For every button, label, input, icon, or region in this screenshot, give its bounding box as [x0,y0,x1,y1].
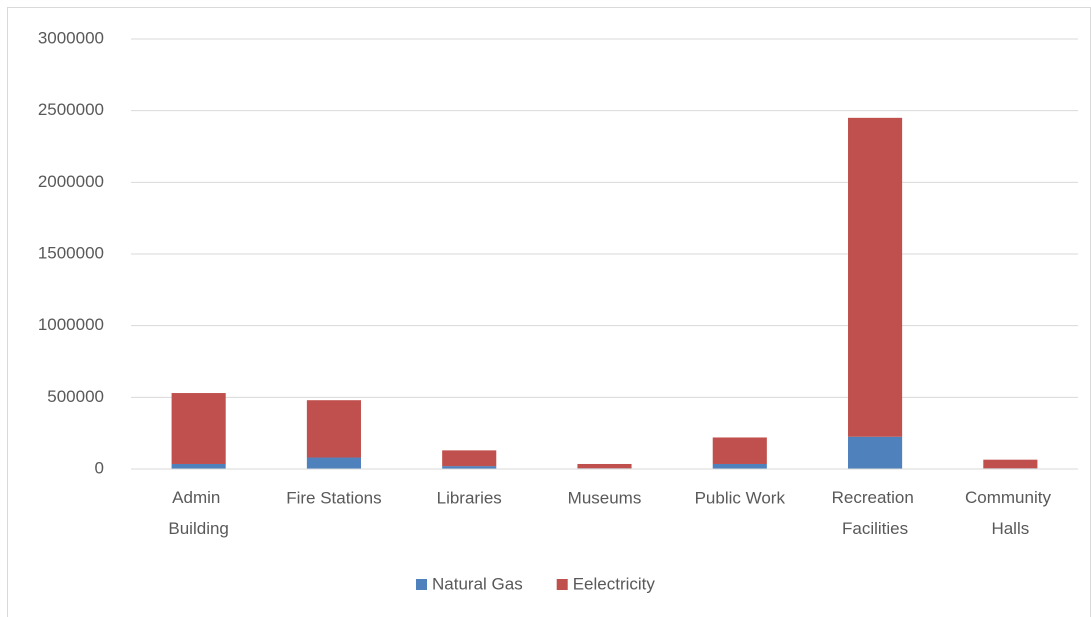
x-tick-label: Museums [568,488,642,507]
bar [848,117,903,437]
legend-label: Natural Gas [432,574,523,593]
y-tick-label: 1500000 [38,243,104,262]
y-tick-label: 0 [95,458,104,477]
y-tick-label: 2000000 [38,172,104,191]
bar [712,463,767,469]
y-tick-label: 500000 [47,387,104,406]
bar [306,400,361,458]
x-tick-label: Libraries [437,488,502,507]
x-tick-label: Fire Stations [286,488,381,507]
bar [577,463,632,469]
legend-label: Eelectricity [573,574,656,593]
y-tick-label: 3000000 [38,28,104,47]
y-tick-label: 2500000 [38,100,104,119]
x-tick-label: Public Work [695,488,786,507]
bar [442,450,497,467]
x-tick-label: Community Halls [965,488,1056,538]
bar [983,459,1038,469]
bar [848,436,903,469]
legend-swatch [416,579,427,590]
bar [442,466,497,469]
bar [712,437,767,464]
y-tick-label: 1000000 [38,315,104,334]
bar [171,393,226,464]
bar [171,463,226,469]
bar [306,457,361,469]
legend-swatch [556,579,568,590]
x-tick-label: Admin Building [168,488,229,538]
x-tick-label: Recreation Facilities [832,488,919,538]
